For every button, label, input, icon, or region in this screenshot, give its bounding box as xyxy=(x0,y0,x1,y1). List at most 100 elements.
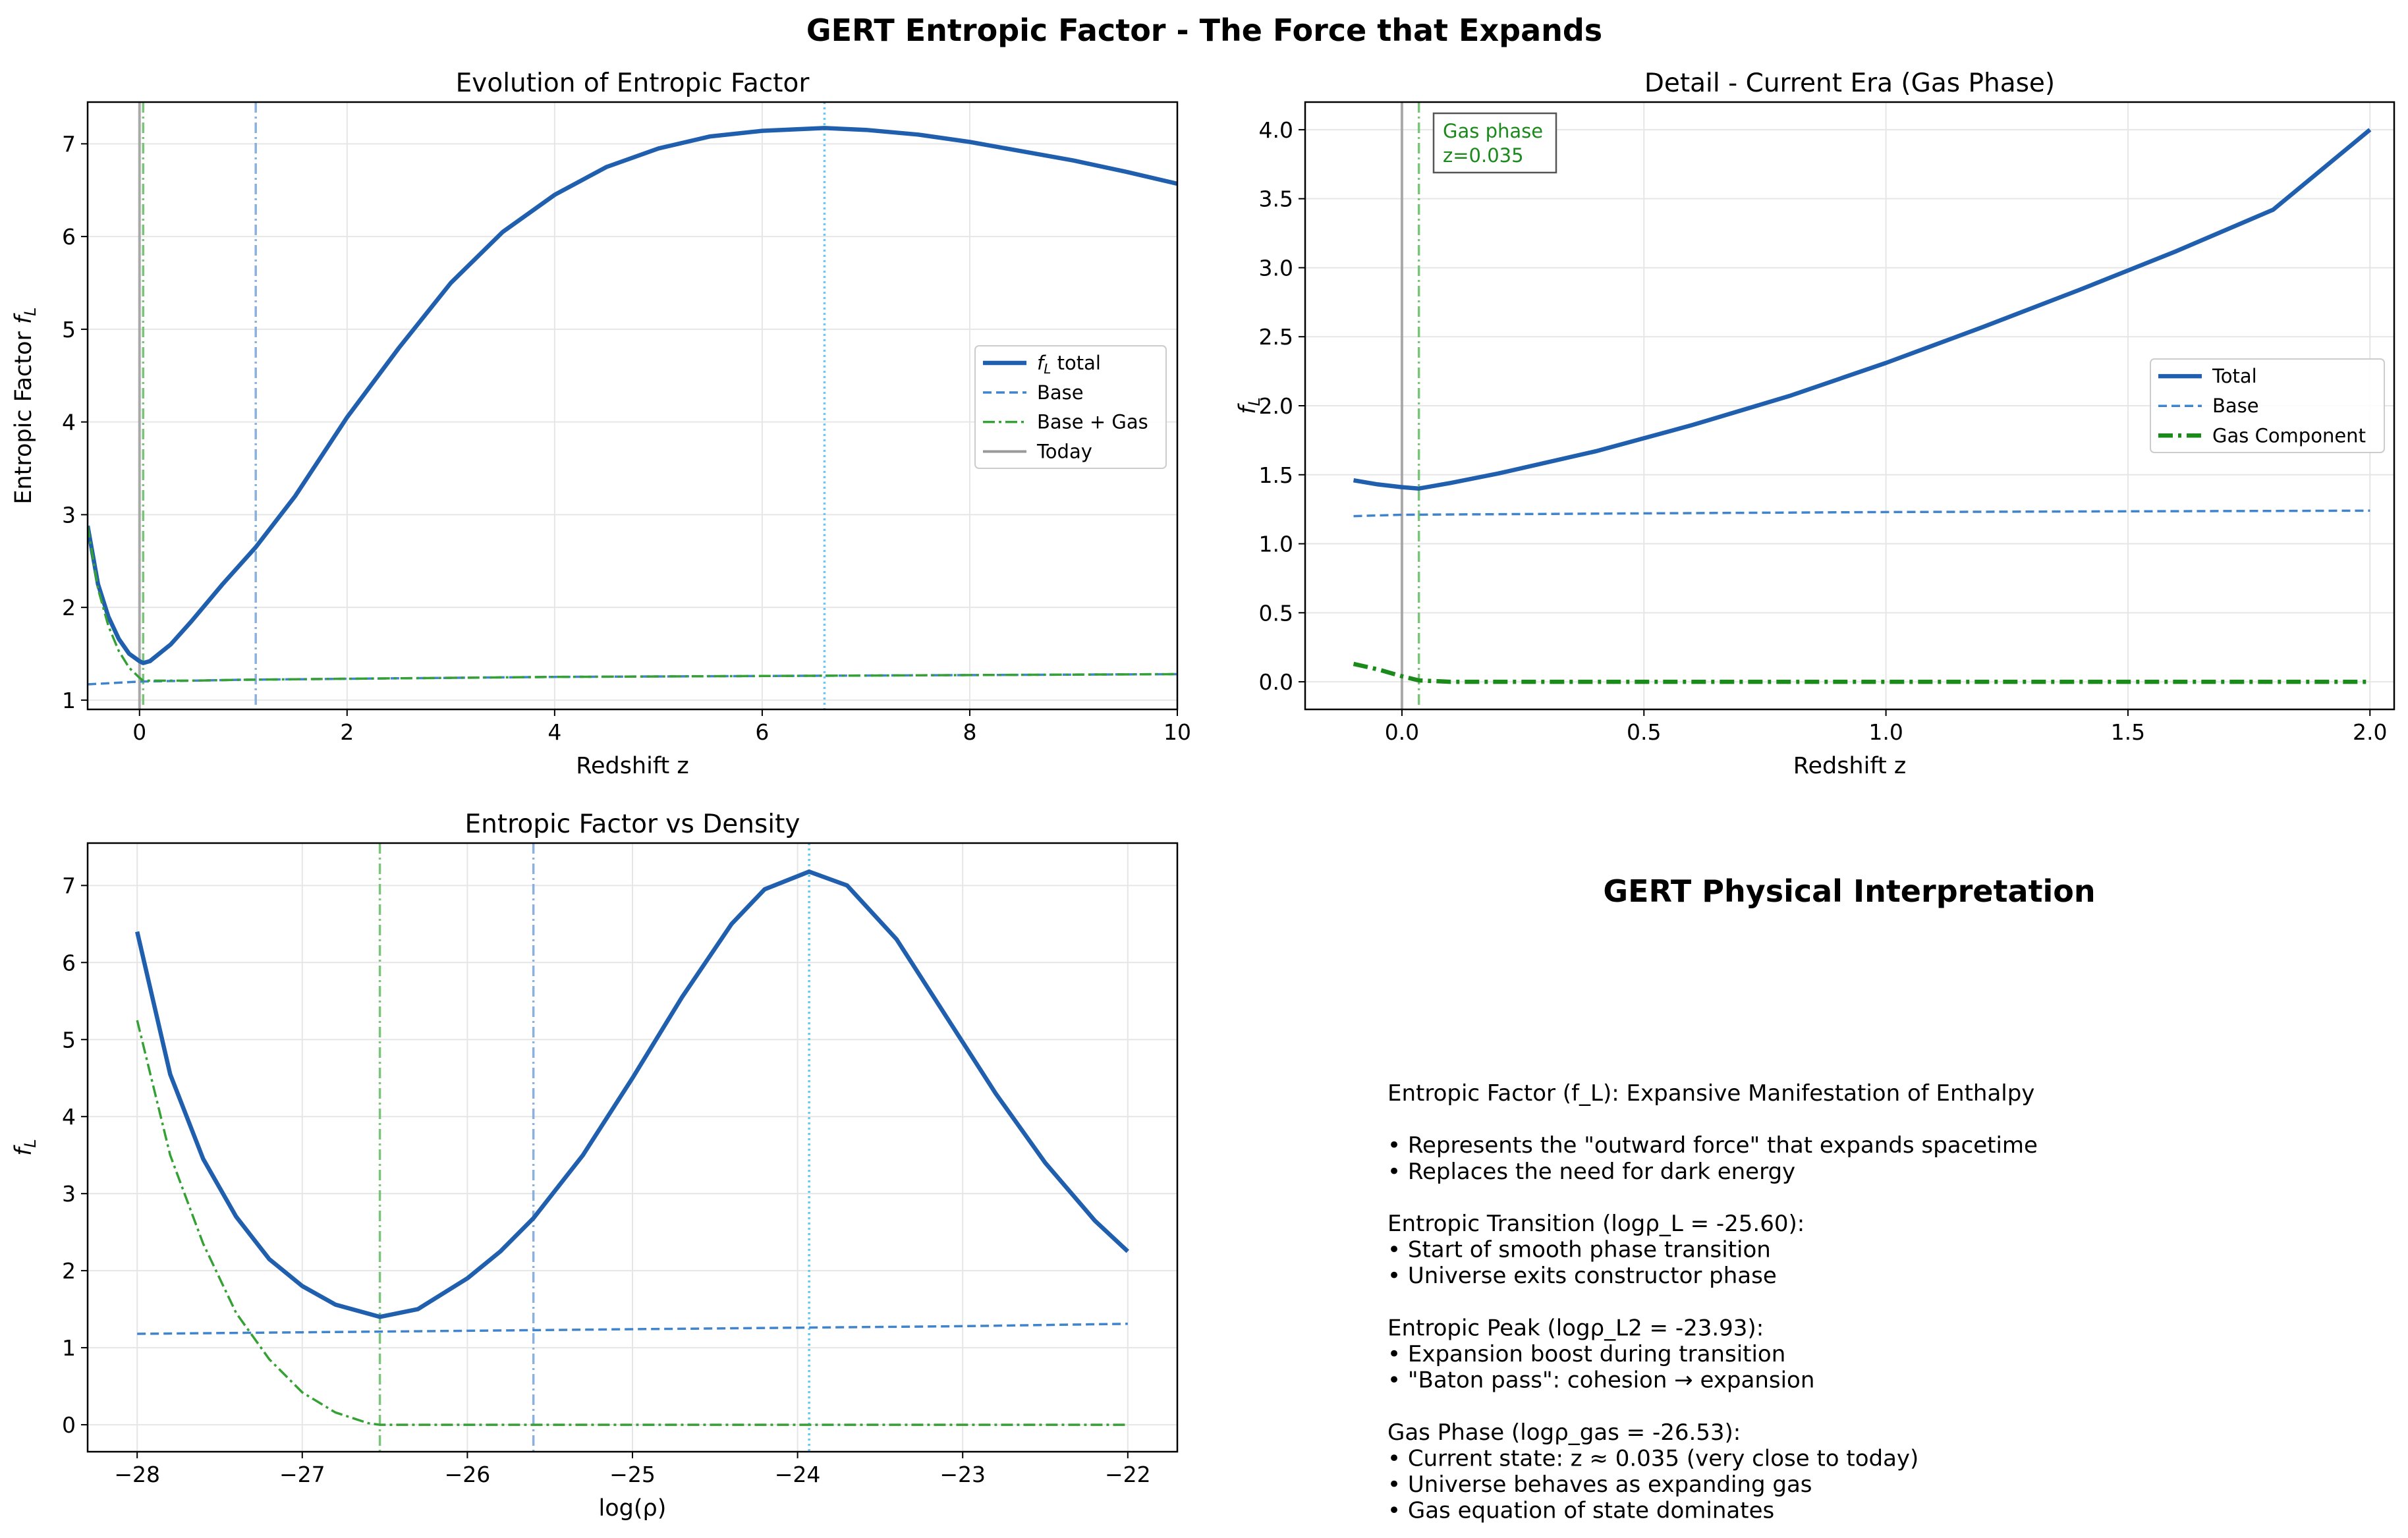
legend: Total Base Gas Component xyxy=(2150,358,2385,453)
interpretation-line: • Represents the "outward force" that ex… xyxy=(1387,1132,2038,1159)
interpretation-line: • Universe behaves as expanding gas xyxy=(1387,1471,1812,1498)
plot-area xyxy=(135,843,1130,1452)
x-tick-label: 0.5 xyxy=(1627,719,1661,745)
series-line-gascomp xyxy=(1353,661,2370,684)
legend-label-sub: L xyxy=(1044,361,1051,377)
y-tick-label: 2.0 xyxy=(1259,393,1293,419)
y-tick-label: 1.5 xyxy=(1259,462,1293,488)
legend-label: Gas Component xyxy=(2212,424,2366,447)
interpretation-line: • Replaces the need for dark energy xyxy=(1387,1159,1795,1185)
y-axis-label-sub: L xyxy=(21,307,40,316)
x-axis-label: Redshift z xyxy=(576,753,689,779)
y-tick-label: 4 xyxy=(62,1104,76,1130)
series-line-base xyxy=(1353,509,2370,518)
interpretation-line: • Expansion boost during transition xyxy=(1387,1341,1785,1367)
legend-label: Base xyxy=(2212,395,2259,417)
x-tick-label: −25 xyxy=(609,1462,656,1487)
detail-chart: 0.0 0.5 1.0 1.5 2.0 0.0 0.5 1.0 1.5 2.0 2.5 3.0 3.5 4… xyxy=(1235,69,2395,779)
y-tick-label: 2 xyxy=(62,1258,76,1284)
x-tick-label: 0.0 xyxy=(1385,719,1419,745)
y-tick-label: 1.0 xyxy=(1259,532,1293,557)
y-axis-label: fL xyxy=(11,1139,40,1156)
annotation-line: z=0.035 xyxy=(1443,144,1524,167)
y-axis-label: Entropic Factor fL xyxy=(11,307,40,504)
x-tick-label: −28 xyxy=(114,1462,160,1487)
y-tick-label: 1 xyxy=(62,1335,76,1361)
y-axis-label: fL xyxy=(1235,397,1264,414)
interpretation-line: • Current state: z ≈ 0.035 (very close t… xyxy=(1387,1445,1918,1471)
series-line-total xyxy=(1353,128,2372,491)
y-tick-label: 6 xyxy=(62,224,76,250)
interpretation-title: GERT Physical Interpretation xyxy=(1603,873,2095,909)
axes-frame xyxy=(86,101,1179,711)
interpretation-line: • Start of smooth phase transition xyxy=(1387,1237,1771,1263)
y-tick-label: 2 xyxy=(62,595,76,620)
series-line-total xyxy=(135,869,1130,1319)
y-axis-label-text: Entropic Factor xyxy=(11,324,37,505)
interpretation-line: • Universe exits constructor phase xyxy=(1387,1263,1777,1289)
series-line-base xyxy=(137,1323,1128,1335)
legend-label: Base + Gas xyxy=(1037,411,1148,433)
interpretation-line: Gas Phase (logρ_gas = -26.53): xyxy=(1387,1419,1741,1446)
chart-title: Detail - Current Era (Gas Phase) xyxy=(1644,69,2055,98)
y-tick-label: 5 xyxy=(62,1027,76,1053)
legend-label: Total xyxy=(2212,365,2257,387)
x-tick-label: −22 xyxy=(1105,1462,1151,1487)
y-tick-label: 6 xyxy=(62,950,76,975)
grid xyxy=(88,843,1177,1452)
y-tick-label: 3 xyxy=(62,502,76,528)
y-tick-label: 3.0 xyxy=(1259,255,1293,281)
chart-title: Evolution of Entropic Factor xyxy=(456,69,810,98)
x-axis-label: Redshift z xyxy=(1793,753,1907,779)
y-tick-label: 0 xyxy=(62,1412,76,1438)
x-tick-label: 0 xyxy=(132,719,146,745)
density-chart: −28 −27 −26 −25 −24 −23 −22 0 1 2 3 4 5 6 7 Entropic Fa… xyxy=(11,810,1179,1522)
x-tick-label: −24 xyxy=(775,1462,821,1487)
series-line-total xyxy=(88,126,1177,665)
interpretation-line: • "Baton pass": cohesion → expansion xyxy=(1387,1367,1814,1394)
chart-title: Entropic Factor vs Density xyxy=(465,810,800,839)
x-tick-label: 1.0 xyxy=(1868,719,1903,745)
interpretation-text: Entropic Factor (f_L): Expansive Manifes… xyxy=(1387,1080,2038,1524)
legend-label: Base xyxy=(1037,381,1084,404)
annotation-line: Gas phase xyxy=(1443,120,1543,142)
legend-frame xyxy=(2150,358,2385,453)
x-tick-label: 6 xyxy=(755,719,769,745)
y-tick-label: 4.0 xyxy=(1259,117,1293,143)
y-tick-label: 3.5 xyxy=(1259,186,1293,212)
y-axis-label-sub: L xyxy=(1245,397,1264,406)
x-tick-label: 1.5 xyxy=(2111,719,2145,745)
x-axis-label: log(ρ) xyxy=(599,1495,667,1522)
x-tick-label: −26 xyxy=(445,1462,491,1487)
x-tick-label: 2 xyxy=(340,719,354,745)
y-tick-label: 0.0 xyxy=(1259,669,1293,695)
figure-title: GERT Entropic Factor - The Force that Ex… xyxy=(806,13,1602,48)
x-tick-label: 10 xyxy=(1163,719,1191,745)
y-tick-label: 3 xyxy=(62,1181,76,1207)
x-tick-label: 8 xyxy=(963,719,976,745)
y-tick-label: 4 xyxy=(62,410,76,435)
interpretation-panel: GERT Physical Interpretation Entropic Fa… xyxy=(1387,873,2096,1524)
legend-frame xyxy=(974,345,1167,469)
x-tick-label: −27 xyxy=(279,1462,325,1487)
x-tick-label: 2.0 xyxy=(2353,719,2387,745)
y-axis-label-sub: L xyxy=(21,1139,40,1147)
y-tick-label: 0.5 xyxy=(1259,600,1293,626)
x-tick-label: −23 xyxy=(939,1462,986,1487)
y-tick-label: 2.5 xyxy=(1259,324,1293,350)
y-tick-label: 5 xyxy=(62,317,76,343)
interpretation-line: Entropic Transition (logρ_L = -25.60): xyxy=(1387,1211,1805,1237)
plot-area xyxy=(88,102,1177,709)
interpretation-line: Entropic Peak (logρ_L2 = -23.93): xyxy=(1387,1315,1764,1341)
interpretation-line: Entropic Factor (f_L): Expansive Manifes… xyxy=(1387,1080,2034,1107)
annotation-box xyxy=(1432,112,1557,174)
series-line-gas xyxy=(88,526,1177,682)
legend-label-rest: total xyxy=(1051,352,1101,374)
y-tick-label: 7 xyxy=(62,131,76,157)
interpretation-line: • Gas equation of state dominates xyxy=(1387,1498,1774,1524)
legend-label: Today xyxy=(1036,440,1092,462)
x-tick-label: 4 xyxy=(547,719,561,745)
